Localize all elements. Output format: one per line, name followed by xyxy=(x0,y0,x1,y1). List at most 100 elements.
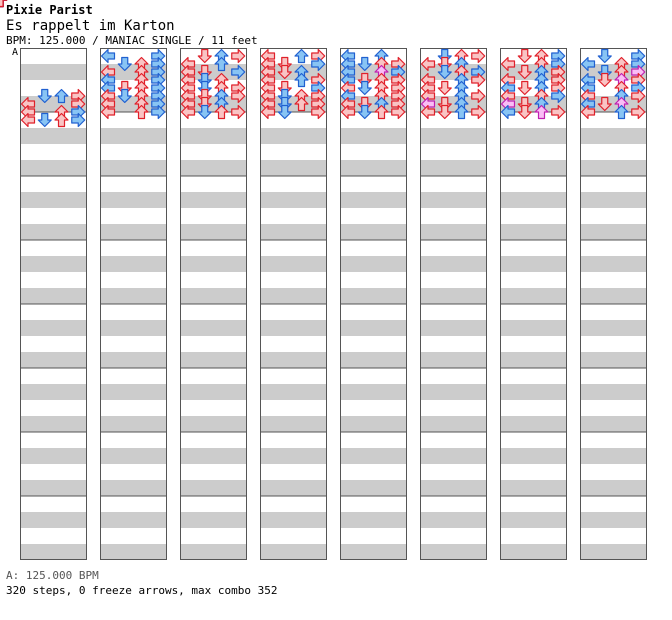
beat-stripe xyxy=(420,96,487,112)
arrow-shape xyxy=(500,56,516,72)
down-arrow-icon xyxy=(437,80,452,96)
beat-stripe xyxy=(420,192,487,208)
arrow-shape xyxy=(294,48,309,64)
beat-stripe xyxy=(340,288,407,304)
beat-stripe xyxy=(260,256,327,272)
arrow-shape xyxy=(0,0,8,8)
beat-stripe xyxy=(20,160,87,176)
beat-stripe xyxy=(100,288,167,304)
arrow-shape xyxy=(631,104,646,120)
beat-stripe xyxy=(420,544,487,560)
right-arrow-icon xyxy=(471,88,486,104)
up-arrow-icon xyxy=(454,104,469,120)
left-arrow-icon xyxy=(100,104,116,120)
beat-stripe xyxy=(500,224,567,240)
down-arrow-icon xyxy=(117,56,132,72)
arrow-shape xyxy=(231,48,246,64)
beat-stripe xyxy=(340,64,407,80)
beat-stripe xyxy=(260,64,327,80)
beat-stripe xyxy=(500,96,567,112)
right-arrow-icon xyxy=(311,56,326,72)
left-arrow-icon xyxy=(420,104,436,120)
beat-stripe xyxy=(260,544,327,560)
right-arrow-icon xyxy=(631,88,646,104)
beat-stripe xyxy=(100,128,167,144)
left-arrow-icon xyxy=(500,104,516,120)
beat-stripe xyxy=(100,416,167,432)
right-arrow-icon xyxy=(391,104,406,120)
beat-stripe xyxy=(420,320,487,336)
arrow-shape xyxy=(517,104,532,120)
right-arrow-icon xyxy=(631,104,646,120)
left-arrow-icon xyxy=(180,104,196,120)
beat-stripe xyxy=(580,192,647,208)
beat-stripe xyxy=(180,256,247,272)
arrow-shape xyxy=(517,64,532,80)
arrow-shape xyxy=(597,48,612,64)
beat-stripe xyxy=(340,512,407,528)
up-arrow-icon xyxy=(294,48,309,64)
beat-stripe xyxy=(500,544,567,560)
beat-stripe xyxy=(260,96,327,112)
arrow-shape xyxy=(20,112,36,128)
arrow-shape xyxy=(597,72,612,88)
down-arrow-icon xyxy=(357,56,372,72)
beat-stripe xyxy=(180,192,247,208)
beat-stripe xyxy=(180,288,247,304)
arrow-shape xyxy=(54,112,69,128)
arrow-shape xyxy=(71,112,86,128)
beat-stripe xyxy=(340,256,407,272)
arrow-shape xyxy=(471,72,486,88)
column-border xyxy=(340,48,407,560)
arrow-shape xyxy=(277,64,292,80)
down-arrow-icon xyxy=(597,96,612,112)
beat-stripe xyxy=(100,256,167,272)
arrow-shape xyxy=(500,104,516,120)
up-arrow-icon xyxy=(614,104,629,120)
beat-stripe xyxy=(420,480,487,496)
beat-stripe xyxy=(500,320,567,336)
down-arrow-icon xyxy=(517,64,532,80)
beat-stripe xyxy=(180,448,247,464)
arrow-shape xyxy=(534,104,549,120)
beat-stripe xyxy=(260,128,327,144)
arrow-shape xyxy=(151,104,166,120)
column-border xyxy=(500,48,567,560)
up-arrow-icon xyxy=(54,112,69,128)
beat-stripe xyxy=(500,512,567,528)
beat-stripe xyxy=(420,256,487,272)
arrow-shape xyxy=(180,104,196,120)
beat-stripe xyxy=(100,448,167,464)
beat-stripe xyxy=(420,64,487,80)
beat-stripe xyxy=(500,288,567,304)
beat-stripe xyxy=(20,128,87,144)
arrow-shape xyxy=(391,104,406,120)
arrow-shape xyxy=(437,64,452,80)
chart-column xyxy=(340,48,407,560)
right-arrow-icon xyxy=(231,88,246,104)
beat-stripe xyxy=(20,320,87,336)
beat-stripe xyxy=(340,384,407,400)
down-arrow-icon xyxy=(117,88,132,104)
arrow-shape xyxy=(357,80,372,96)
beat-stripe xyxy=(180,352,247,368)
beat-stripe xyxy=(20,192,87,208)
left-arrow-icon xyxy=(580,56,596,72)
arrow-shape xyxy=(100,48,116,64)
chart-column xyxy=(420,48,487,560)
up-arrow-icon xyxy=(134,104,149,120)
arrow-shape xyxy=(551,104,566,120)
arrow-shape xyxy=(437,104,452,120)
beat-stripe xyxy=(340,224,407,240)
arrow-shape xyxy=(37,112,52,128)
right-arrow-icon xyxy=(311,104,326,120)
beat-stripe xyxy=(500,64,567,80)
right-arrow-icon xyxy=(231,104,246,120)
column-border xyxy=(100,48,167,560)
down-arrow-icon xyxy=(437,64,452,80)
beat-stripe xyxy=(180,384,247,400)
beat-stripe xyxy=(580,224,647,240)
beat-stripe xyxy=(500,192,567,208)
beat-stripe xyxy=(340,448,407,464)
